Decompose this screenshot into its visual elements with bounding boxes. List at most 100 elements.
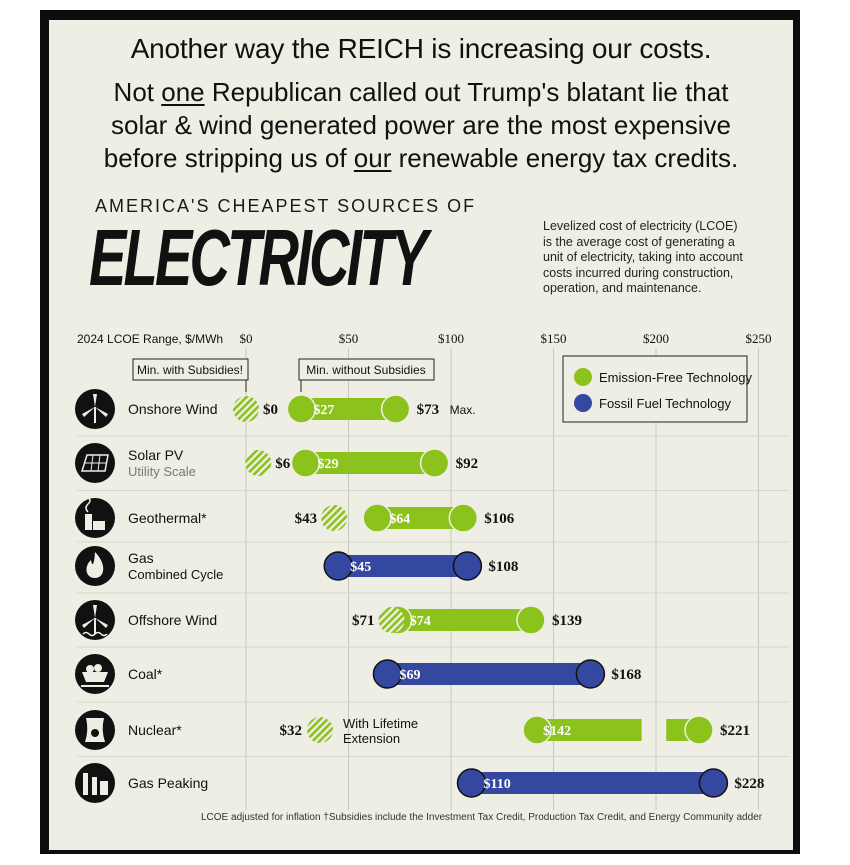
- footnote: LCOE adjusted for inflation †Subsidies i…: [201, 812, 763, 823]
- subsidy-value-label: $6: [275, 456, 291, 472]
- x-tick-label: $250: [746, 331, 772, 346]
- row-label: Offshore Wind: [128, 612, 217, 628]
- range-bar: [471, 772, 714, 794]
- coal-cart-icon-cart: [82, 672, 108, 682]
- max-suffix-label: Max.: [450, 403, 476, 417]
- geothermal-plant-icon-badge: [75, 498, 115, 538]
- row-label: Gas Peaking: [128, 775, 208, 791]
- min-marker: [372, 659, 403, 689]
- callout-min-with-subsidies-label: Min. with Subsidies!: [137, 363, 243, 377]
- legend-swatch-emission_free: [574, 368, 592, 386]
- lifetime-extension-marker: [307, 717, 333, 743]
- offshore-turbine-icon-waves: [82, 631, 108, 637]
- max-value-label: $139: [552, 613, 582, 629]
- min-with-subsidies-marker: [233, 396, 259, 422]
- min-with-subsidies-marker: [378, 607, 405, 633]
- min-value-label: $74: [410, 614, 431, 629]
- range-bar: [305, 452, 435, 474]
- flame-icon: [75, 546, 115, 586]
- max-marker: [684, 715, 714, 745]
- max-marker: [452, 551, 483, 581]
- coal-cart-icon: [75, 654, 115, 694]
- flame-icon-flame: [86, 552, 104, 578]
- offshore-turbine-icon: [75, 600, 115, 640]
- max-marker: [698, 768, 729, 798]
- max-value-label: $221: [720, 723, 750, 739]
- geothermal-plant-icon-building: [93, 521, 105, 530]
- range-bar: [301, 398, 396, 420]
- subsidy-value-label: $43: [295, 511, 318, 527]
- min-marker: [456, 768, 487, 798]
- chart-kicker: AMERICA'S CHEAPEST SOURCES OF: [95, 196, 477, 216]
- row-label: Coal*: [128, 666, 163, 682]
- x-tick-label: $50: [339, 331, 359, 346]
- row-label: Geothermal*: [128, 510, 207, 526]
- row-label: Gas: [128, 550, 154, 566]
- coal-cart-icon-lump: [86, 665, 94, 673]
- row-sublabel: Combined Cycle: [128, 567, 223, 582]
- min-value-label: $69: [399, 668, 420, 683]
- min-value-label: $142: [543, 724, 571, 739]
- x-tick-label: $0: [240, 331, 253, 346]
- lcoe-description: Levelized cost of electricity (LCOE) is …: [543, 219, 743, 295]
- coal-cart-icon-lump: [94, 664, 102, 672]
- infographic-panel: Another way the REICH is increasing our …: [49, 20, 793, 850]
- min-marker: [362, 503, 392, 533]
- x-tick-label: $100: [438, 331, 464, 346]
- lcoe-range-chart: 2024 LCOE Range, $/MWh $0 $50 $100 $150 $200 $…: [75, 331, 789, 810]
- chart-title: ELECTRICITY: [89, 213, 428, 302]
- lifetime-extension-value: $32: [280, 723, 303, 739]
- x-tick-label: $200: [643, 331, 669, 346]
- wind-turbine-icon-blades: [82, 394, 108, 417]
- row-label: Nuclear*: [128, 722, 182, 738]
- legend-label-emission_free: Emission-Free Technology: [599, 370, 752, 385]
- x-axis-label: 2024 LCOE Range, $/MWh: [77, 332, 223, 346]
- nuclear-icon: [75, 710, 115, 750]
- max-value-label: $106: [484, 511, 515, 527]
- subsidy-value-label: $71: [352, 613, 375, 629]
- geothermal-plant-icon: [75, 497, 115, 538]
- solar-panel-icon-grid: [85, 454, 107, 472]
- solar-panel-icon-panel: [80, 454, 109, 472]
- factory-icon: [75, 763, 115, 803]
- factory-icon-stack: [92, 777, 97, 795]
- subsidy-value-label: $0: [263, 402, 278, 418]
- subheadline: Not one Republican called out Trump's bl…: [103, 77, 739, 173]
- solar-panel-icon: [75, 443, 115, 483]
- factory-icon-stack: [83, 773, 88, 795]
- lifetime-extension-label: With Lifetime: [343, 716, 418, 731]
- geothermal-plant-icon-steam: [85, 497, 91, 513]
- max-marker: [419, 448, 450, 478]
- lifetime-extension-label: Extension: [343, 731, 400, 746]
- geothermal-plant-icon-stack: [85, 514, 92, 530]
- legend-label-fossil: Fossil Fuel Technology: [599, 396, 731, 411]
- range-bar: [377, 507, 464, 529]
- callout-min-with-subsidies-box: [132, 358, 249, 381]
- range-bar: [387, 663, 591, 685]
- min-value-label: $29: [317, 457, 338, 472]
- range-bar: [397, 609, 531, 631]
- min-marker: [286, 394, 317, 424]
- range-bar: [338, 555, 468, 577]
- callout-min-without-subsidies-box: [298, 358, 435, 381]
- min-value-label: $27: [313, 403, 334, 418]
- row-label: Onshore Wind: [128, 401, 217, 417]
- min-marker: [522, 715, 552, 745]
- max-marker: [575, 659, 606, 689]
- min-value-label: $64: [389, 512, 410, 527]
- legend-box: [562, 355, 748, 423]
- offshore-turbine-icon-blades: [82, 605, 108, 628]
- min-value-label: $110: [484, 777, 511, 792]
- nuclear-icon-symbol: [91, 729, 99, 737]
- max-value-label: $73: [417, 402, 440, 418]
- min-with-subsidies-marker: [321, 505, 348, 531]
- row-label: Solar PV: [128, 447, 184, 463]
- min-marker: [290, 448, 321, 478]
- min-value-label: $45: [350, 560, 371, 575]
- max-marker: [380, 394, 411, 424]
- callout-min-without-subsidies-label: Min. without Subsidies: [306, 363, 425, 377]
- wind-turbine-icon: [75, 389, 115, 429]
- max-value-label: $228: [734, 776, 764, 792]
- max-marker: [448, 503, 479, 533]
- max-value-label: $168: [611, 667, 641, 683]
